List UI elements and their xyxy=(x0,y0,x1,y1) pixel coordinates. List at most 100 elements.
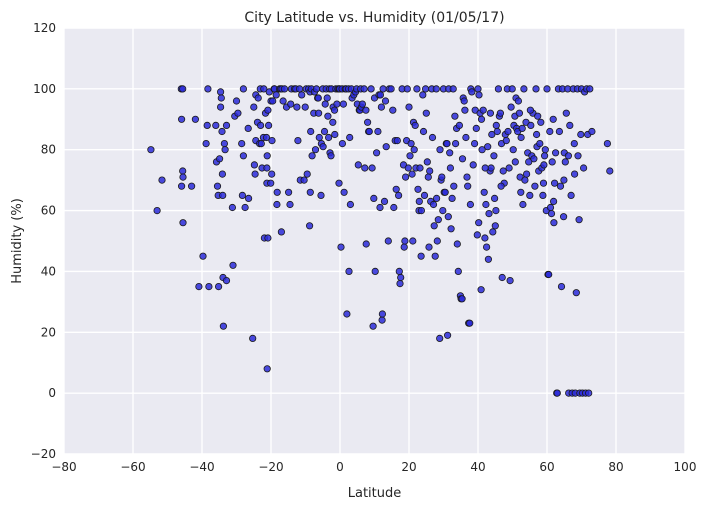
data-point xyxy=(531,182,539,190)
data-point xyxy=(532,130,541,139)
data-point xyxy=(277,228,285,236)
data-point xyxy=(514,97,523,105)
data-point xyxy=(492,207,500,215)
data-point xyxy=(453,240,461,248)
data-point xyxy=(401,237,409,245)
data-point xyxy=(202,140,210,148)
data-point xyxy=(484,255,492,263)
data-point xyxy=(472,124,480,132)
data-point xyxy=(195,282,203,291)
data-point xyxy=(430,222,438,230)
data-point xyxy=(426,167,434,175)
data-point xyxy=(443,140,451,148)
data-point xyxy=(216,155,224,163)
data-point xyxy=(475,219,483,227)
data-point xyxy=(382,143,390,151)
data-point xyxy=(469,161,477,169)
data-point xyxy=(300,176,308,184)
data-point xyxy=(566,121,574,130)
data-point xyxy=(482,200,490,209)
data-point xyxy=(379,85,387,93)
data-point xyxy=(446,164,454,172)
x-tick-label: −20 xyxy=(258,460,283,474)
data-point xyxy=(477,115,486,123)
data-point xyxy=(470,140,479,148)
data-point xyxy=(405,103,413,111)
data-point xyxy=(329,118,337,126)
data-point xyxy=(481,234,489,242)
data-point xyxy=(455,121,463,130)
data-point xyxy=(409,237,417,245)
data-point xyxy=(250,103,258,111)
data-point xyxy=(423,158,431,166)
data-point xyxy=(272,91,280,99)
data-point xyxy=(367,85,375,93)
data-point xyxy=(317,191,325,199)
data-point xyxy=(420,191,429,199)
y-tick-label: 20 xyxy=(41,325,56,339)
data-point xyxy=(381,97,390,105)
data-point xyxy=(478,146,486,154)
data-point xyxy=(199,252,207,260)
x-tick-labels: −80 −60 −40 −20 0 20 40 60 80 100 xyxy=(51,460,696,474)
data-point xyxy=(346,200,354,209)
data-point xyxy=(335,179,343,187)
x-tick-label: −80 xyxy=(51,460,76,474)
data-point xyxy=(419,127,428,136)
data-point xyxy=(371,267,379,275)
data-point xyxy=(389,106,397,114)
data-point xyxy=(556,182,565,190)
data-point xyxy=(562,109,570,117)
data-point xyxy=(219,191,227,199)
data-point xyxy=(205,282,213,291)
x-tick-label: 60 xyxy=(539,460,554,474)
data-point xyxy=(490,152,498,160)
data-point xyxy=(570,170,579,178)
data-point xyxy=(606,167,614,175)
data-point xyxy=(250,161,258,169)
data-point xyxy=(153,207,161,215)
data-point xyxy=(436,146,444,154)
data-point xyxy=(493,127,501,136)
data-point xyxy=(475,91,483,99)
data-point xyxy=(461,106,469,114)
data-point xyxy=(551,149,560,157)
data-point xyxy=(218,127,226,136)
data-point xyxy=(499,167,507,175)
data-point xyxy=(537,118,545,126)
data-point xyxy=(489,228,497,236)
data-point xyxy=(546,203,555,212)
data-point xyxy=(539,179,548,187)
data-point xyxy=(570,140,578,148)
data-point xyxy=(567,191,575,199)
data-point xyxy=(239,85,247,93)
data-point xyxy=(273,200,281,209)
data-point xyxy=(413,85,421,93)
data-point xyxy=(557,282,566,291)
data-point xyxy=(213,182,222,190)
data-point xyxy=(468,88,476,96)
data-point xyxy=(343,310,351,318)
data-point xyxy=(392,185,400,193)
x-tick-label: −40 xyxy=(189,460,214,474)
data-point xyxy=(451,140,460,148)
data-point xyxy=(431,252,439,260)
data-point xyxy=(238,191,246,199)
data-point xyxy=(294,137,302,145)
data-point xyxy=(496,109,504,117)
data-point xyxy=(408,170,416,178)
data-point xyxy=(324,112,332,120)
data-point xyxy=(362,240,370,248)
data-point xyxy=(585,389,593,397)
data-point xyxy=(438,173,446,181)
data-point xyxy=(238,140,246,148)
data-point xyxy=(450,182,458,190)
data-point xyxy=(393,137,401,145)
data-point xyxy=(517,188,525,196)
data-point xyxy=(484,143,492,151)
data-point xyxy=(219,322,227,330)
data-point xyxy=(179,219,187,227)
data-point xyxy=(365,127,373,136)
x-tick-label: −60 xyxy=(120,460,145,474)
data-point xyxy=(286,200,294,209)
